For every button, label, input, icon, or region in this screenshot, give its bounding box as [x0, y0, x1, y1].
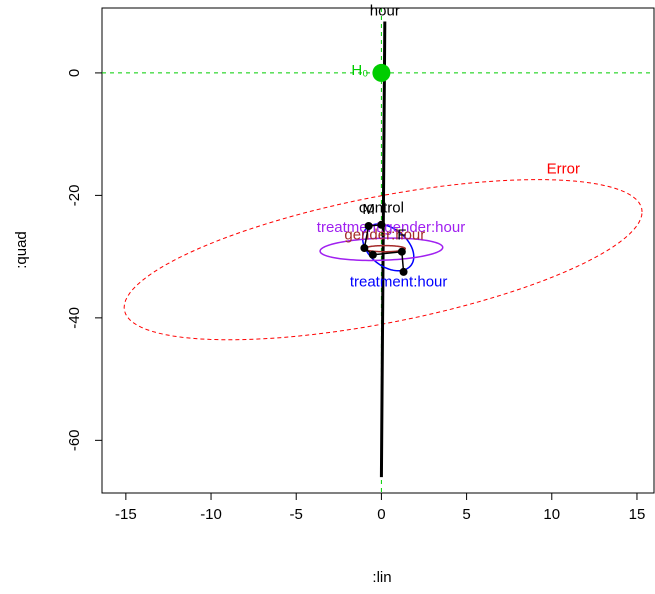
x-tick-label: -15 [115, 506, 137, 523]
h0-point [372, 63, 391, 82]
y-tick-label: 0 [66, 69, 83, 77]
hypothesis-ellipse [123, 179, 643, 341]
y-tick-label: -20 [66, 185, 83, 207]
ellipse-label: hour [370, 2, 400, 19]
mean-label: M [362, 201, 375, 218]
y-axis-label: :quad [13, 231, 30, 269]
hypothesis-ellipse [379, 21, 387, 478]
means-link [372, 250, 402, 256]
ellipse-label: Error [547, 161, 580, 178]
group-mean [397, 247, 406, 256]
mean-label: control [359, 200, 404, 217]
group-mean [364, 222, 373, 231]
x-tick-label: 0 [377, 506, 385, 523]
y-tick-label: -60 [66, 429, 83, 451]
group-mean [360, 244, 369, 253]
ellipse-label: treatment:gender:hour [317, 219, 465, 236]
group-mean [377, 220, 386, 229]
group-mean [368, 250, 377, 259]
group-mean [399, 267, 408, 276]
x-tick-label: 15 [629, 506, 646, 523]
x-tick-label: 10 [543, 506, 560, 523]
x-tick-label: -5 [290, 506, 303, 523]
ellipse-label: treatment:hour [350, 274, 448, 291]
x-tick-label: -10 [200, 506, 222, 523]
x-axis-label: :lin [372, 569, 391, 586]
x-tick-label: 5 [462, 506, 470, 523]
h0-label: H₀ [351, 62, 368, 79]
hypothesis-ellipse [319, 237, 444, 262]
y-tick-label: -40 [66, 307, 83, 329]
ellipse-label: gender:hour [344, 227, 425, 244]
mean-label: F [397, 227, 406, 244]
plot-frame [101, 7, 655, 494]
